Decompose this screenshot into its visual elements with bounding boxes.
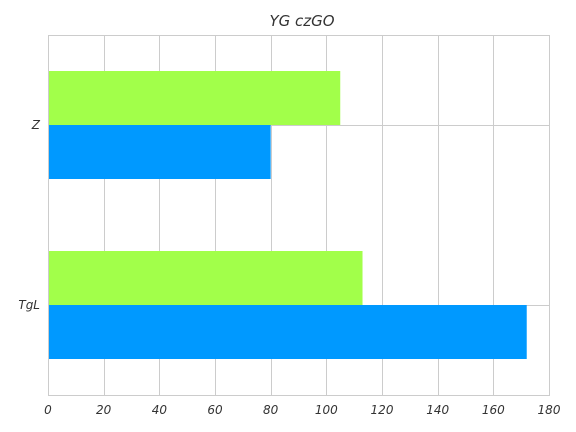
plot-frame [48, 35, 550, 396]
chart-title: YG czGO [269, 12, 334, 30]
x-tick-label: 0 [44, 403, 52, 417]
x-tick-label: 140 [426, 403, 449, 417]
x-tick-label: 80 [263, 403, 279, 417]
y-tick-label: Z [31, 118, 41, 132]
x-tick-label: 20 [96, 403, 112, 417]
x-tick-label: 180 [538, 403, 561, 417]
bar [48, 125, 271, 179]
x-tick-label: 120 [371, 403, 394, 417]
bar [48, 305, 527, 359]
y-tick-label: TgL [18, 298, 40, 312]
bar [48, 71, 341, 125]
bars [48, 71, 527, 359]
x-tick-label: 40 [152, 403, 168, 417]
y-axis-ticks: Z TgL [18, 118, 40, 312]
x-tick-label: 100 [315, 403, 338, 417]
x-tick-label: 160 [482, 403, 505, 417]
x-axis-ticks: 0 20 40 60 80 100 120 140 160 180 [44, 403, 561, 417]
bar [48, 251, 363, 305]
x-tick-label: 60 [207, 403, 223, 417]
